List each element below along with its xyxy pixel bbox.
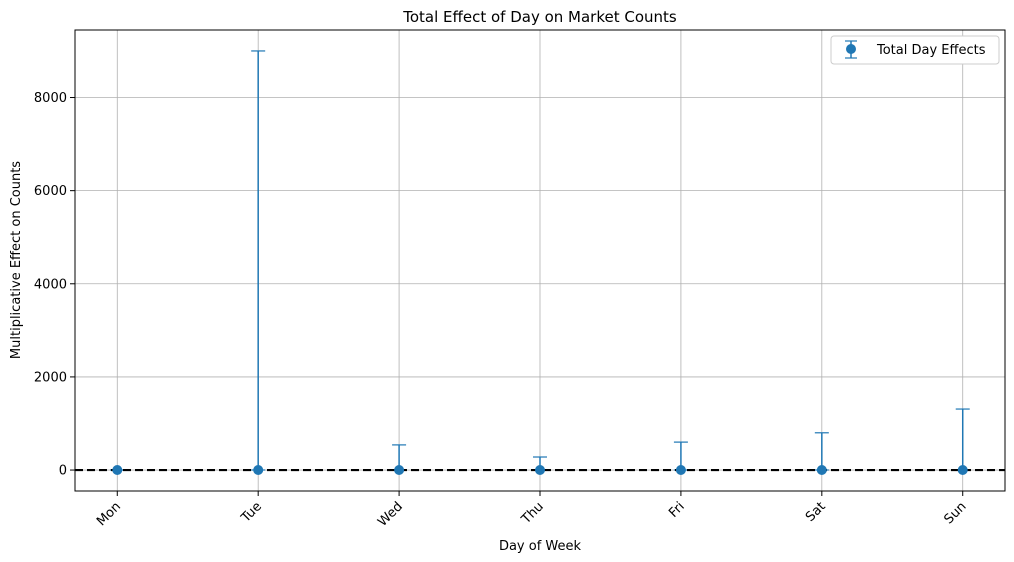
y-tick-label: 4000 [34,277,67,292]
x-tick-label: Thu [518,499,547,528]
x-tick-label: Tue [238,499,265,526]
legend-marker [846,44,856,54]
y-tick-label: 0 [59,464,67,479]
y-tick-label: 8000 [34,91,67,106]
x-tick-label: Sat [803,499,829,525]
x-tick-label: Mon [94,499,124,529]
data-point [675,464,686,475]
data-point [535,464,545,475]
data-point [957,464,968,475]
data-point [394,464,405,475]
x-tick-label: Sun [941,499,969,527]
x-ticks: Mon Tue Wed Thu Fri Sat Sun [94,491,970,530]
y-ticks: 0 2000 4000 6000 8000 [34,91,75,479]
legend: Total Day Effects [830,35,1000,65]
legend-box [830,35,1000,65]
y-tick-label: 6000 [34,184,67,199]
x-tick-label: Wed [375,499,406,530]
data-point [816,464,827,475]
x-axis-label: Day of Week [499,539,582,554]
grid [75,30,1005,491]
chart-title: Total Effect of Day on Market Counts [402,8,677,26]
y-axis-label: Multiplicative Effect on Counts [9,161,24,359]
legend-label: Total Day Effects [876,43,986,58]
y-tick-label: 2000 [34,370,67,385]
data-point [253,464,264,475]
x-tick-label: Fri [666,499,688,521]
data-points [112,464,968,475]
data-point [112,464,123,475]
